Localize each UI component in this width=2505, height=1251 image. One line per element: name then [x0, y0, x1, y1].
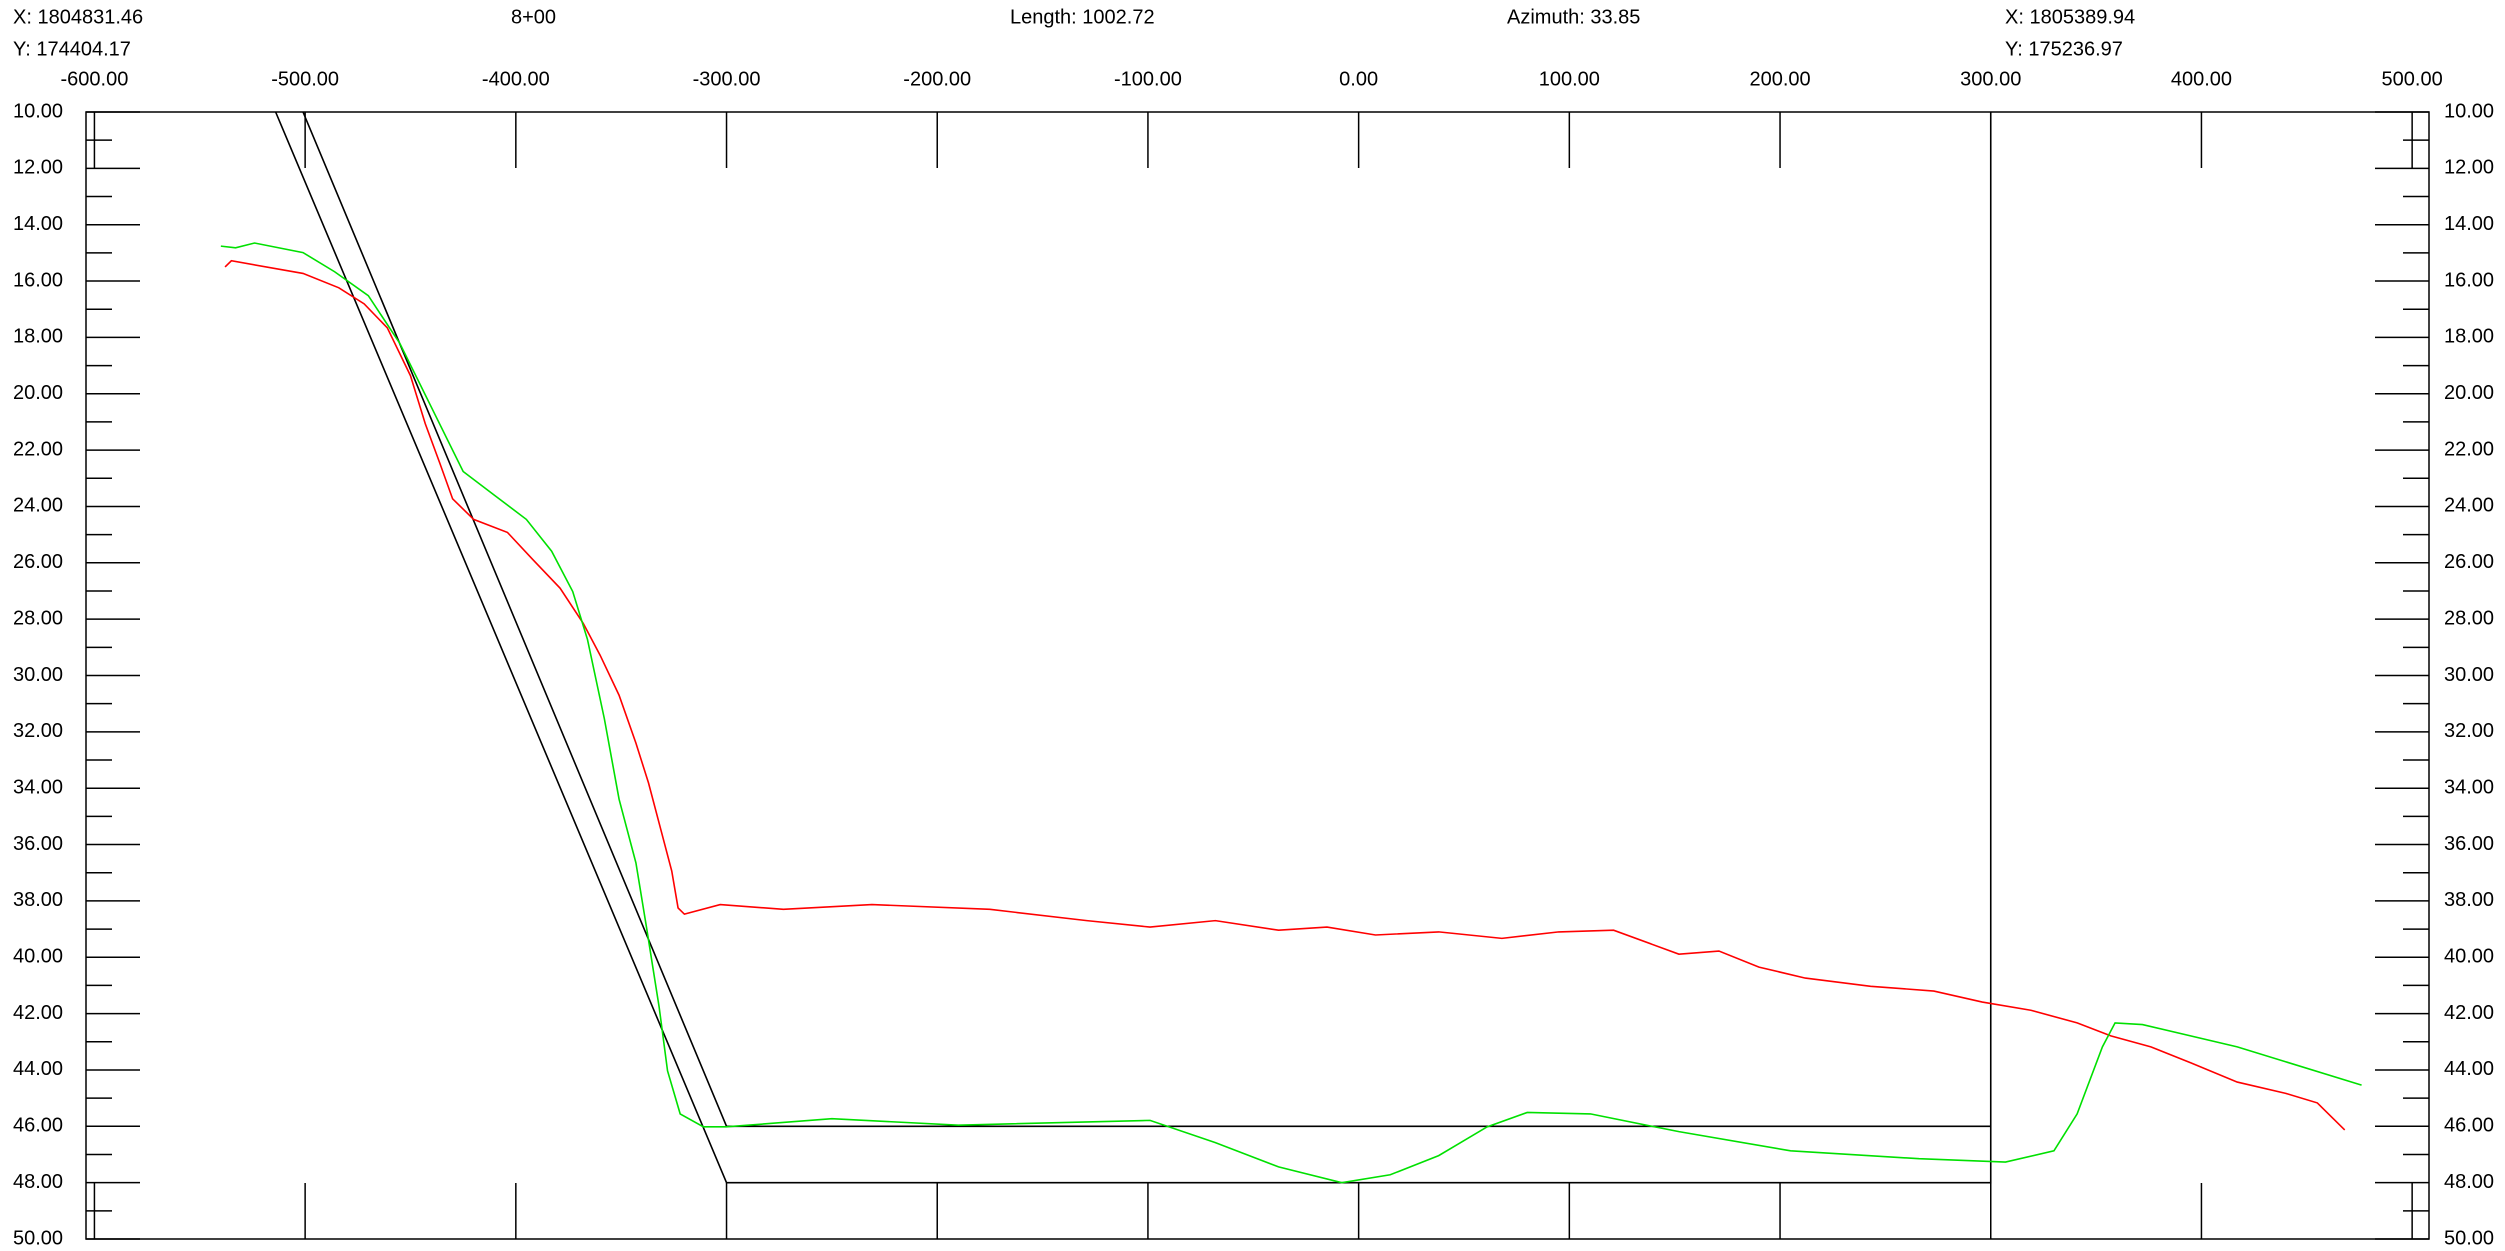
x-tick-label: -400.00: [482, 68, 550, 90]
y-tick-label: 14.00: [13, 213, 63, 235]
azimuth: Azimuth: 33.85: [1507, 6, 1640, 28]
y-tick-label: 38.00: [13, 889, 63, 911]
y-tick-label: 18.00: [2444, 326, 2494, 348]
y-tick-label: 42.00: [13, 1002, 63, 1024]
x-tick-label: -200.00: [903, 68, 971, 90]
y-tick-label: 32.00: [13, 720, 63, 742]
start-x: X: 1804831.46: [13, 6, 143, 28]
y-tick-label: 24.00: [2444, 495, 2494, 517]
x-tick-label: 500.00: [2382, 68, 2443, 90]
y-tick-label: 22.00: [2444, 438, 2494, 460]
y-tick-label: 14.00: [2444, 213, 2494, 235]
profile-line: [224, 259, 2346, 1131]
y-tick-label: 10.00: [13, 100, 63, 122]
y-tick-label: 30.00: [13, 664, 63, 686]
y-tick-label: 34.00: [13, 776, 63, 798]
x-tick-label: -300.00: [693, 68, 761, 90]
y-tick-label: 44.00: [2444, 1058, 2494, 1080]
profile-line: [274, 111, 1992, 1184]
y-tick-label: 20.00: [13, 382, 63, 404]
y-tick-label: 12.00: [13, 157, 63, 179]
y-tick-label: 38.00: [2444, 889, 2494, 911]
end-x: X: 1805389.94: [2005, 6, 2135, 28]
y-tick-label: 30.00: [2444, 664, 2494, 686]
y-tick-label: 28.00: [2444, 607, 2494, 629]
profile-line: [220, 242, 2362, 1184]
x-tick-label: 100.00: [1539, 68, 1600, 90]
y-tick-label: 16.00: [13, 269, 63, 291]
x-tick-label: 200.00: [1749, 68, 1810, 90]
y-tick-label: 40.00: [2444, 946, 2494, 968]
start-y: Y: 174404.17: [13, 38, 131, 60]
y-tick-label: 50.00: [2444, 1227, 2494, 1249]
y-tick-label: 18.00: [13, 326, 63, 348]
y-tick-label: 16.00: [2444, 269, 2494, 291]
y-tick-label: 40.00: [13, 946, 63, 968]
x-tick-label: -500.00: [271, 68, 339, 90]
station: 8+00: [511, 6, 556, 28]
y-tick-label: 28.00: [13, 607, 63, 629]
y-tick-label: 22.00: [13, 438, 63, 460]
length: Length: 1002.72: [1010, 6, 1155, 28]
end-y: Y: 175236.97: [2005, 38, 2123, 60]
x-tick-label: 400.00: [2171, 68, 2232, 90]
x-tick-label: 300.00: [1960, 68, 2021, 90]
y-tick-label: 48.00: [13, 1171, 63, 1193]
y-tick-label: 36.00: [13, 833, 63, 855]
y-tick-label: 20.00: [2444, 382, 2494, 404]
y-tick-label: 24.00: [13, 495, 63, 517]
y-tick-label: 46.00: [2444, 1115, 2494, 1137]
y-tick-label: 12.00: [2444, 157, 2494, 179]
y-tick-label: 36.00: [2444, 833, 2494, 855]
y-tick-label: 10.00: [2444, 100, 2494, 122]
x-tick-label: 0.00: [1339, 68, 1378, 90]
y-tick-label: 46.00: [13, 1115, 63, 1137]
y-tick-label: 26.00: [2444, 551, 2494, 573]
y-tick-label: 50.00: [13, 1227, 63, 1249]
y-tick-label: 32.00: [2444, 720, 2494, 742]
y-tick-label: 42.00: [2444, 1002, 2494, 1024]
x-tick-label: -100.00: [1114, 68, 1182, 90]
x-tick-label: -600.00: [61, 68, 129, 90]
y-tick-label: 34.00: [2444, 776, 2494, 798]
y-tick-label: 44.00: [13, 1058, 63, 1080]
y-tick-label: 48.00: [2444, 1171, 2494, 1193]
y-tick-label: 26.00: [13, 551, 63, 573]
